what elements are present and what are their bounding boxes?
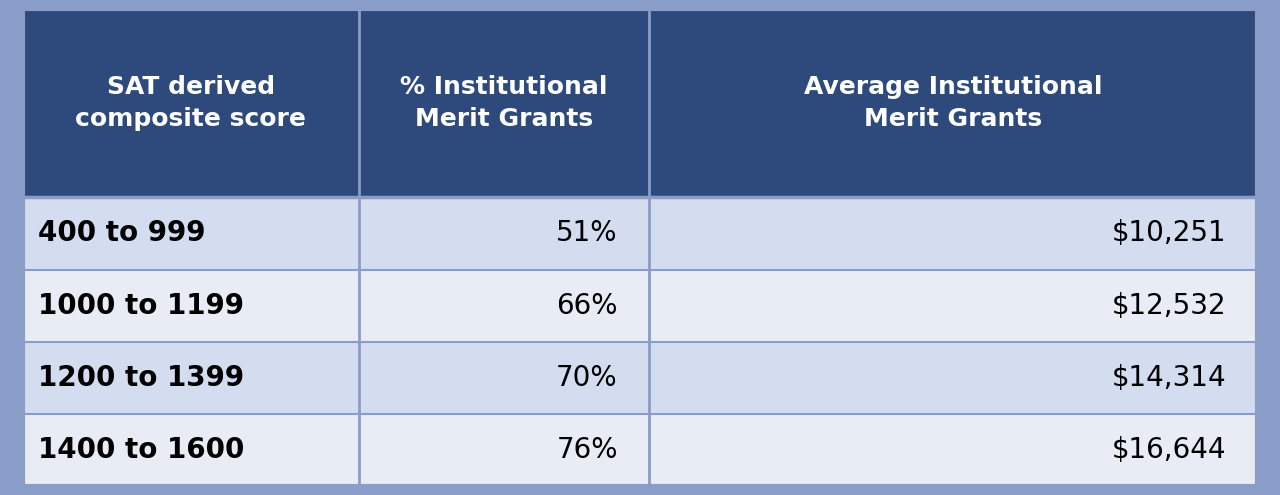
Text: $10,251: $10,251 [1111, 219, 1226, 248]
Text: Average Institutional
Merit Grants: Average Institutional Merit Grants [804, 75, 1102, 131]
Text: 1400 to 1600: 1400 to 1600 [38, 436, 244, 464]
Text: 51%: 51% [557, 219, 618, 248]
FancyBboxPatch shape [23, 198, 358, 270]
Text: 76%: 76% [557, 436, 618, 464]
FancyBboxPatch shape [358, 9, 649, 198]
FancyBboxPatch shape [649, 198, 1257, 270]
FancyBboxPatch shape [358, 270, 649, 342]
FancyBboxPatch shape [358, 342, 649, 414]
FancyBboxPatch shape [649, 342, 1257, 414]
Text: $16,644: $16,644 [1111, 436, 1226, 464]
Text: $12,532: $12,532 [1111, 292, 1226, 320]
FancyBboxPatch shape [649, 414, 1257, 486]
FancyBboxPatch shape [23, 9, 358, 198]
Text: $14,314: $14,314 [1111, 364, 1226, 392]
FancyBboxPatch shape [23, 342, 358, 414]
FancyBboxPatch shape [358, 414, 649, 486]
Text: 1200 to 1399: 1200 to 1399 [38, 364, 244, 392]
Text: 66%: 66% [557, 292, 618, 320]
FancyBboxPatch shape [23, 270, 358, 342]
FancyBboxPatch shape [358, 198, 649, 270]
FancyBboxPatch shape [23, 414, 358, 486]
FancyBboxPatch shape [649, 270, 1257, 342]
Text: 1000 to 1199: 1000 to 1199 [38, 292, 244, 320]
Text: % Institutional
Merit Grants: % Institutional Merit Grants [399, 75, 608, 131]
Text: 70%: 70% [557, 364, 618, 392]
FancyBboxPatch shape [649, 9, 1257, 198]
Text: 400 to 999: 400 to 999 [38, 219, 205, 248]
Text: SAT derived
composite score: SAT derived composite score [76, 75, 306, 131]
